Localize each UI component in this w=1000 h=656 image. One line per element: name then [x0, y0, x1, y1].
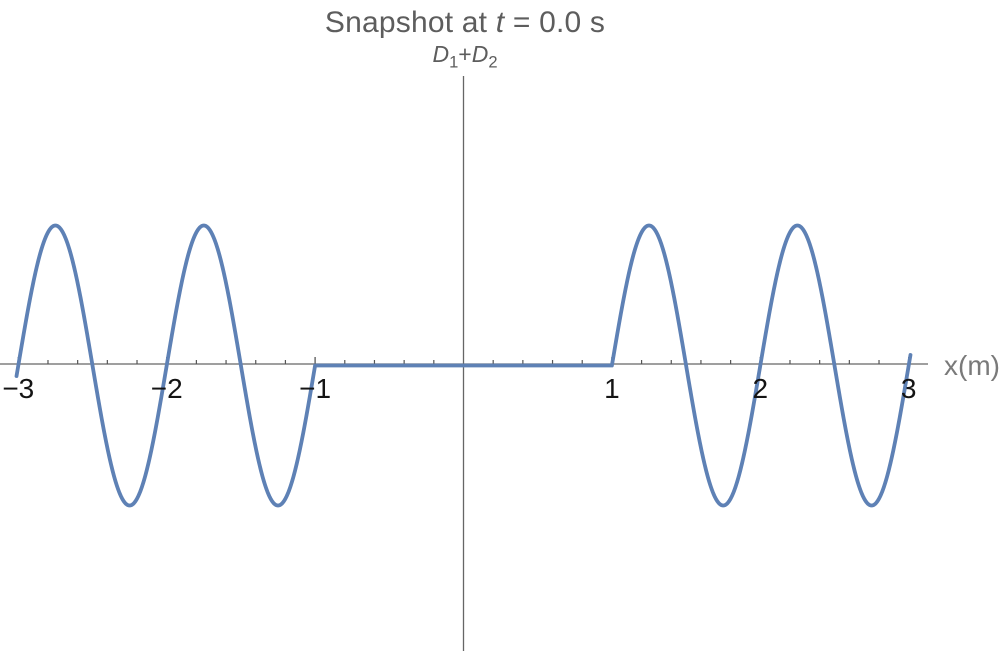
x-axis-label: x(m)	[944, 350, 1000, 381]
waveform-curve	[14, 223, 913, 508]
x-tick-label: 2	[752, 373, 769, 404]
x-tick-label: 1	[604, 373, 620, 404]
x-tick-label: −3	[2, 373, 35, 404]
x-tick-label: −1	[299, 373, 332, 404]
x-tick-label: 3	[900, 373, 917, 404]
x-tick-label: −2	[150, 373, 183, 404]
